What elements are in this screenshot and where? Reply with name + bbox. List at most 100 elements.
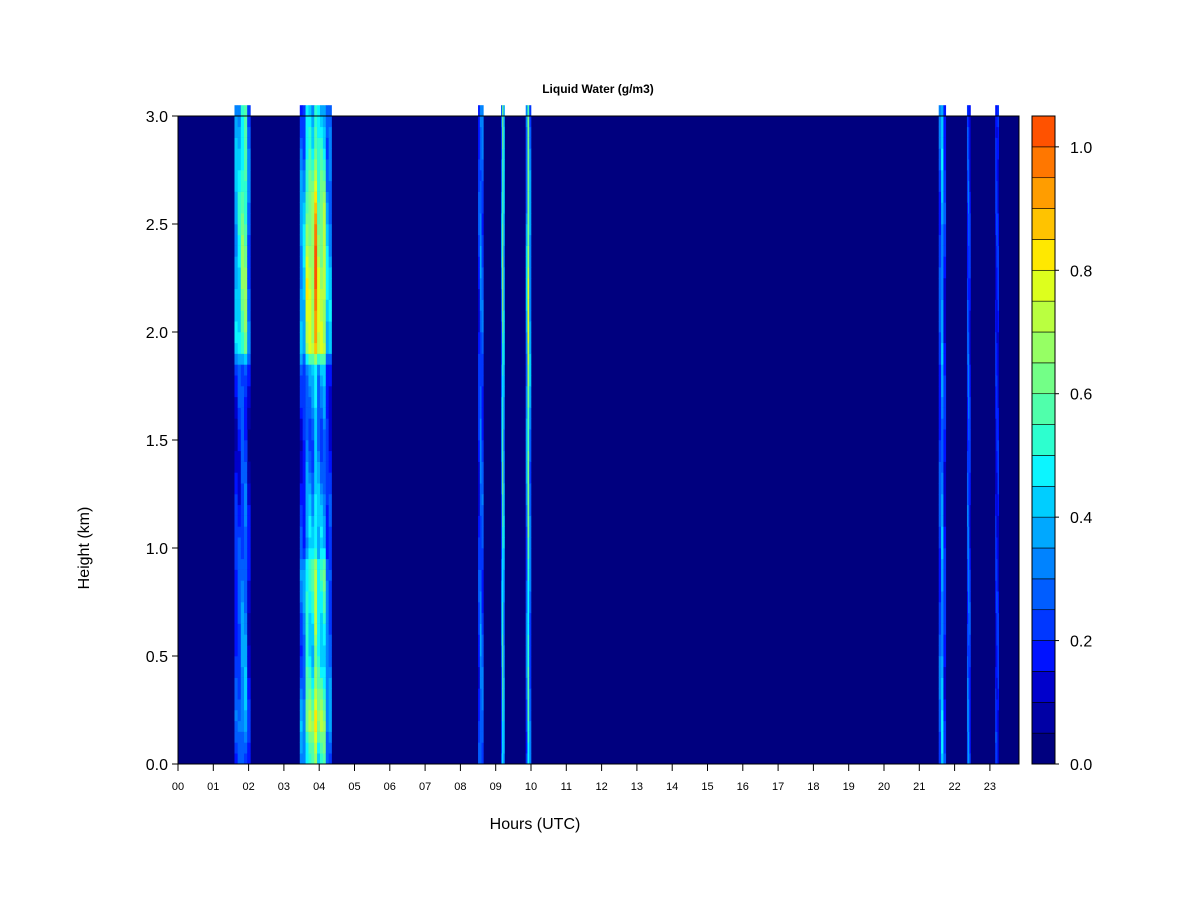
heatmap-cell [995, 245, 997, 257]
heatmap-cell [240, 580, 245, 592]
heatmap-cell [996, 407, 998, 419]
heatmap-cell [299, 407, 303, 419]
heatmap-cell [311, 526, 315, 538]
heatmap-cell [478, 224, 481, 236]
heatmap-cell [503, 342, 505, 354]
heatmap-cell [247, 656, 251, 668]
heatmap-cell [527, 278, 530, 290]
heatmap-cell [328, 472, 332, 484]
heatmap-cell [314, 602, 318, 614]
heatmap-cell [247, 494, 251, 506]
heatmap-cell [322, 105, 327, 117]
heatmap-cell [997, 137, 1000, 149]
heatmap-cell [247, 148, 251, 160]
heatmap-cell [503, 494, 505, 506]
heatmap-cell [502, 558, 504, 570]
heatmap-cell [481, 623, 484, 635]
heatmap-cell [481, 656, 484, 668]
heatmap-cell [478, 310, 481, 322]
heatmap-cell [311, 461, 315, 473]
x-tick-label: 15 [701, 781, 713, 793]
heatmap-cell [943, 310, 947, 322]
heatmap-cell [311, 299, 315, 311]
heatmap-cell [311, 170, 315, 182]
heatmap-cell [299, 537, 303, 549]
heatmap-cell [481, 137, 484, 149]
heatmap-cell [322, 116, 327, 128]
heatmap-cell [968, 623, 970, 635]
heatmap-cell [995, 364, 997, 376]
heatmap-cell [325, 321, 329, 333]
heatmap-cell [529, 602, 532, 614]
heatmap-cell [481, 450, 484, 462]
heatmap-cell [322, 731, 327, 743]
x-tick-label: 09 [490, 781, 502, 793]
heatmap-cell [305, 321, 309, 333]
heatmap-cell [529, 342, 532, 354]
heatmap-plot-area [177, 105, 1020, 765]
heatmap-cell [968, 137, 970, 149]
heatmap-cell [997, 569, 1000, 581]
heatmap-cell [325, 278, 329, 290]
heatmap-cell [237, 159, 242, 171]
heatmap-cell [525, 407, 528, 419]
heatmap-cell [527, 515, 530, 527]
heatmap-cell [941, 710, 944, 722]
heatmap-cell [997, 515, 1000, 527]
heatmap-cell [481, 483, 484, 495]
heatmap-cell [317, 256, 321, 268]
heatmap-cell [941, 353, 944, 365]
heatmap-cell [995, 483, 997, 495]
heatmap-cell [311, 148, 315, 160]
heatmap-cell [525, 753, 528, 765]
heatmap-cell [938, 213, 942, 225]
heatmap-cell [527, 386, 530, 398]
heatmap-cell [328, 710, 332, 722]
x-tick-label: 13 [631, 781, 643, 793]
colorbar-swatch [1031, 424, 1056, 456]
heatmap-cell [320, 418, 324, 430]
heatmap-cell [234, 105, 238, 117]
heatmap-cell [969, 515, 971, 527]
heatmap-cell [311, 321, 315, 333]
colorbar-swatch [1031, 732, 1056, 765]
heatmap-cell [996, 278, 998, 290]
heatmap-cell [527, 461, 530, 473]
x-tick-label: 12 [595, 781, 607, 793]
heatmap-cell [481, 580, 484, 592]
heatmap-cell [503, 483, 505, 495]
heatmap-cell [995, 461, 997, 473]
heatmap-cell [244, 407, 248, 419]
heatmap-cell [320, 234, 324, 246]
heatmap-cell [529, 569, 532, 581]
heatmap-cell [941, 288, 944, 300]
heatmap-cell [527, 591, 530, 603]
heatmap-cell [969, 537, 971, 549]
heatmap-cell [302, 234, 306, 246]
heatmap-cell [240, 677, 245, 689]
heatmap-cell [996, 386, 998, 398]
heatmap-cell [943, 472, 947, 484]
heatmap-cell [969, 191, 971, 203]
heatmap-cell [240, 418, 245, 430]
heatmap-cell [320, 472, 324, 484]
heatmap-cell [969, 234, 971, 246]
heatmap-cell [525, 558, 528, 570]
heatmap-cell [237, 602, 242, 614]
heatmap-cell [966, 310, 969, 322]
heatmap-cell [234, 126, 238, 138]
heatmap-cell [529, 494, 532, 506]
heatmap-cell [317, 213, 321, 225]
heatmap-cell [938, 450, 942, 462]
heatmap-cell [314, 407, 318, 419]
heatmap-cell [478, 569, 481, 581]
heatmap-cell [299, 191, 303, 203]
heatmap-cell [479, 450, 482, 462]
heatmap-cell [311, 202, 315, 214]
heatmap-cell [968, 580, 970, 592]
heatmap-cell [966, 180, 969, 192]
heatmap-cell [320, 386, 324, 398]
heatmap-cell [941, 418, 944, 430]
heatmap-cell [478, 548, 481, 560]
heatmap-cell [328, 666, 332, 678]
